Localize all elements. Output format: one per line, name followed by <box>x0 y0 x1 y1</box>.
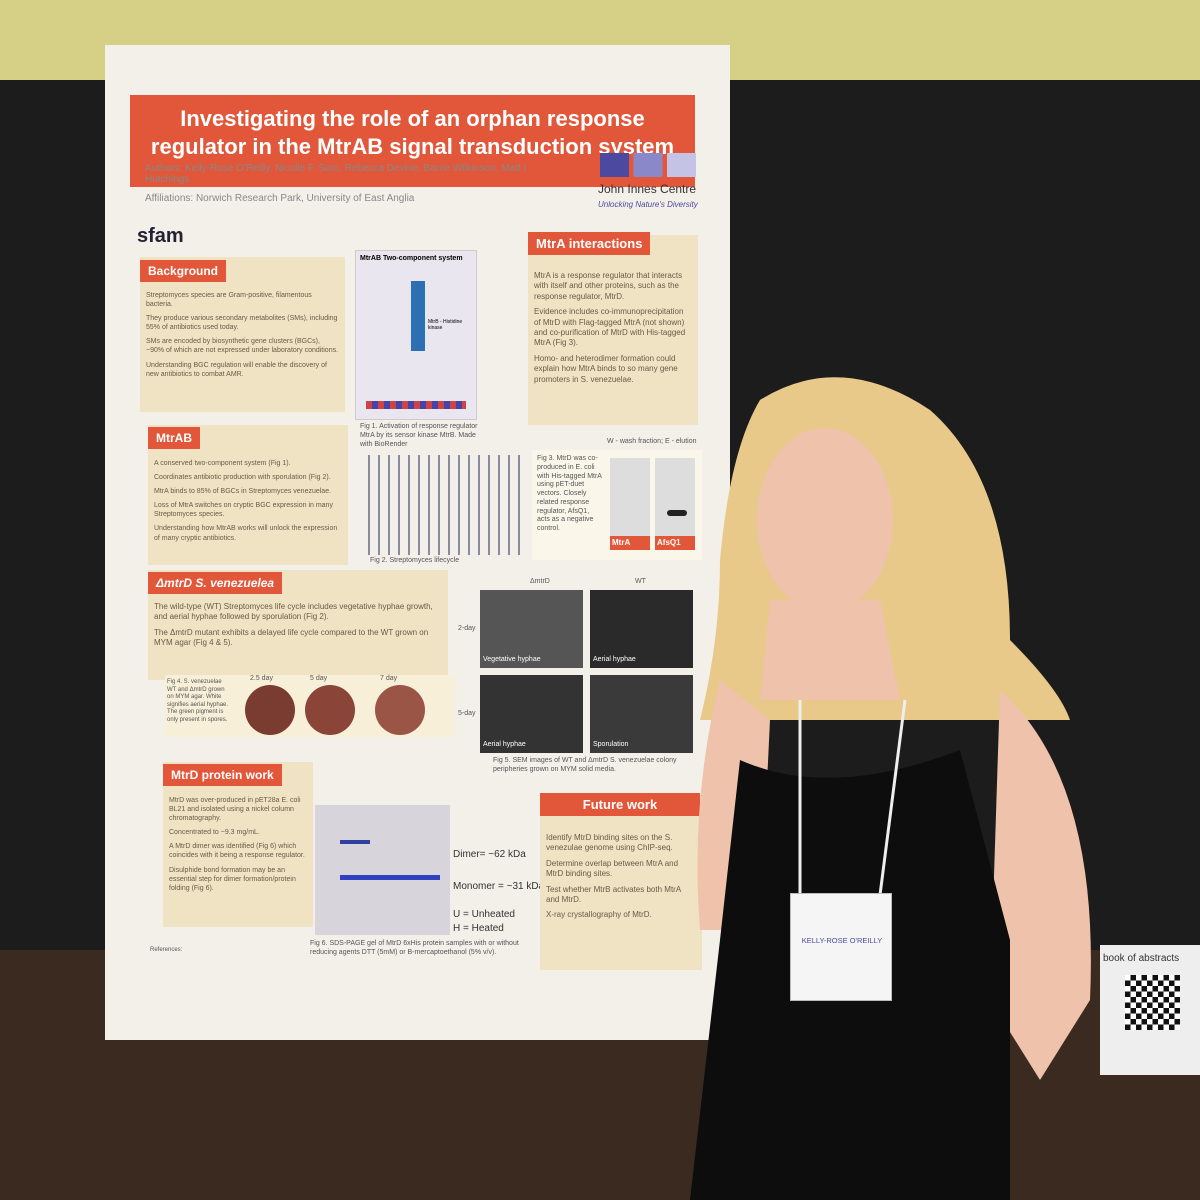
bullet-item: Understanding BGC regulation will enable… <box>146 361 327 378</box>
lane-label: MtrA <box>610 536 650 551</box>
name-badge: KELLY-ROSE O'REILLY <box>790 893 892 1001</box>
bullet-item: They produce various secondary metabolit… <box>146 315 338 332</box>
bullet-item: Evidence includes co-immunoprecipitation… <box>534 307 686 348</box>
bullet-item: The wild-type (WT) Streptomyces life cyc… <box>154 602 433 622</box>
bullet-item: Test whether MtrB activates both MtrA an… <box>546 884 681 904</box>
bullet-item: Homo- and heterodimer formation could ex… <box>534 353 678 384</box>
plate <box>245 685 295 735</box>
col-label: ΔmtrD <box>530 578 550 585</box>
bullet-item: X-ray crystallography of MtrD. <box>546 910 652 920</box>
bullet-item: SMs are encoded by biosynthetic gene clu… <box>146 338 339 355</box>
figure-5: ΔmtrD WT 2-day 5-day Vegetative hyphae A… <box>458 578 695 755</box>
logo-text: John Innes Centre <box>598 182 697 196</box>
fig3-panel: Fig 3. MtrD was co-produced in E. coli w… <box>532 438 702 560</box>
tagline: Unlocking Nature's Diversity <box>598 200 698 209</box>
face <box>757 428 893 612</box>
gel-lane <box>655 458 695 536</box>
row-label: 2-day <box>458 625 476 632</box>
genome <box>366 401 466 409</box>
bullet-item: A MtrD dimer was identified (Fig 6) whic… <box>169 843 305 860</box>
day-label: 5 day <box>310 675 328 682</box>
bullet-item: MtrD was over-produced in pET28a E. coli… <box>169 797 301 823</box>
fig4-panel: Fig 4. S. venezuelae WT and ΔmtrD grown … <box>165 675 455 737</box>
sds-gel <box>315 805 450 935</box>
sem-image: Vegetative hyphae <box>480 590 583 668</box>
bullet-item: Coordinates antibiotic production with s… <box>154 474 331 482</box>
gel-band <box>340 840 370 844</box>
figure-2 <box>360 455 520 555</box>
gel-lane <box>610 458 650 536</box>
neck <box>760 600 900 700</box>
qr-note: book of abstracts <box>1103 953 1180 964</box>
bullet-item: Determine overlap between MtrA and MtrD … <box>546 858 679 879</box>
references: References: <box>150 947 183 953</box>
bullet-item: The ΔmtrD mutant exhibits a delayed life… <box>154 627 429 648</box>
caption: Fig 3. MtrD was co-produced in E. coli w… <box>537 455 602 532</box>
caption: Fig 4. S. venezuelae WT and ΔmtrD grown … <box>167 679 229 723</box>
gel-band <box>340 875 440 880</box>
gel-label: U = Unheated <box>453 909 515 920</box>
heading: MtrA interactions <box>528 232 651 255</box>
day-label: 2.5 day <box>250 675 273 682</box>
bullet-item: A conserved two-component system (Fig 1)… <box>154 460 291 467</box>
caption: Fig 2. Streptomyces lifecycle <box>370 557 460 564</box>
future-panel: Identify MtrD binding sites on the S. ve… <box>540 795 702 970</box>
gel-label: H = Heated <box>453 923 504 934</box>
sem-image: Aerial hyphae <box>480 675 583 753</box>
heading: MtrAB <box>148 427 200 449</box>
logo-squares <box>600 153 696 177</box>
day-label: 7 day <box>380 675 398 682</box>
qr-code <box>1125 975 1180 1030</box>
plate <box>305 685 355 735</box>
fig-header: W - wash fraction; E - elution <box>607 438 697 445</box>
sfam-logo: sfam <box>137 225 184 247</box>
gel-label: Monomer = ~31 kDa <box>453 881 545 892</box>
bullet-item: MtrA binds to 85% of BGCs in Streptomyce… <box>154 488 332 496</box>
figure-1: MtrAB Two-component system MtrB - Histid… <box>355 250 477 420</box>
mtrab-panel: A conserved two-component system (Fig 1)… <box>148 425 348 565</box>
caption: Fig 1. Activation of response regulator … <box>360 423 478 448</box>
badge-name: KELLY-ROSE O'REILLY <box>801 936 883 945</box>
heading: ΔmtrD S. venezuelea <box>148 572 283 594</box>
bullet-item: Concentrated to ~9.3 mg/mL. <box>169 829 260 837</box>
poster: Investigating the role of an orphan resp… <box>105 45 730 1040</box>
heading: MtrD protein work <box>163 764 282 786</box>
sem-image: Sporulation <box>590 675 693 753</box>
bullet-item: MtrA is a response regulator that intera… <box>534 271 683 301</box>
qr-card: book of abstracts <box>1100 945 1200 1075</box>
plate <box>375 685 425 735</box>
heading: Background <box>140 260 227 282</box>
background-panel: Streptomyces species are Gram-positive, … <box>140 257 345 412</box>
row-label: 5-day <box>458 710 476 717</box>
authors: Authors: Kelly-Rose O'Reilly, Nicolle F.… <box>145 163 527 185</box>
sem-image: Aerial hyphae <box>590 590 693 668</box>
bullet-item: Identify MtrD binding sites on the S. ve… <box>546 833 673 853</box>
arm <box>990 690 1091 1080</box>
affiliations: Affiliations: Norwich Research Park, Uni… <box>145 193 415 204</box>
fig-label: MtrB - Histidine kinase <box>428 319 463 331</box>
bullet-item: Understanding how MtrAB works will unloc… <box>154 525 338 542</box>
mtra-panel: MtrA is a response regulator that intera… <box>528 235 698 425</box>
fig-title: MtrAB Two-component system <box>360 255 463 262</box>
heading: Future work <box>540 793 700 816</box>
lanyard <box>878 699 907 896</box>
lane-label: AfsQ1 <box>655 536 695 551</box>
protein-panel: MtrD was over-produced in pET28a E. coli… <box>163 762 313 927</box>
bullet-item: Disulphide bond formation may be an esse… <box>169 866 296 892</box>
caption: Fig 5. SEM images of WT and ΔmtrD S. ven… <box>493 757 677 773</box>
caption: Fig 6. SDS-PAGE gel of MtrD 6xHis protei… <box>310 940 519 956</box>
gel-label: Dimer= ~62 kDa <box>453 849 526 860</box>
bullet-item: Loss of MtrA switches on cryptic BGC exp… <box>154 502 333 519</box>
gel-band <box>667 510 687 516</box>
kinase-shape <box>411 281 425 351</box>
col-label: WT <box>635 578 646 585</box>
bullet-item: Streptomyces species are Gram-positive, … <box>146 292 312 309</box>
